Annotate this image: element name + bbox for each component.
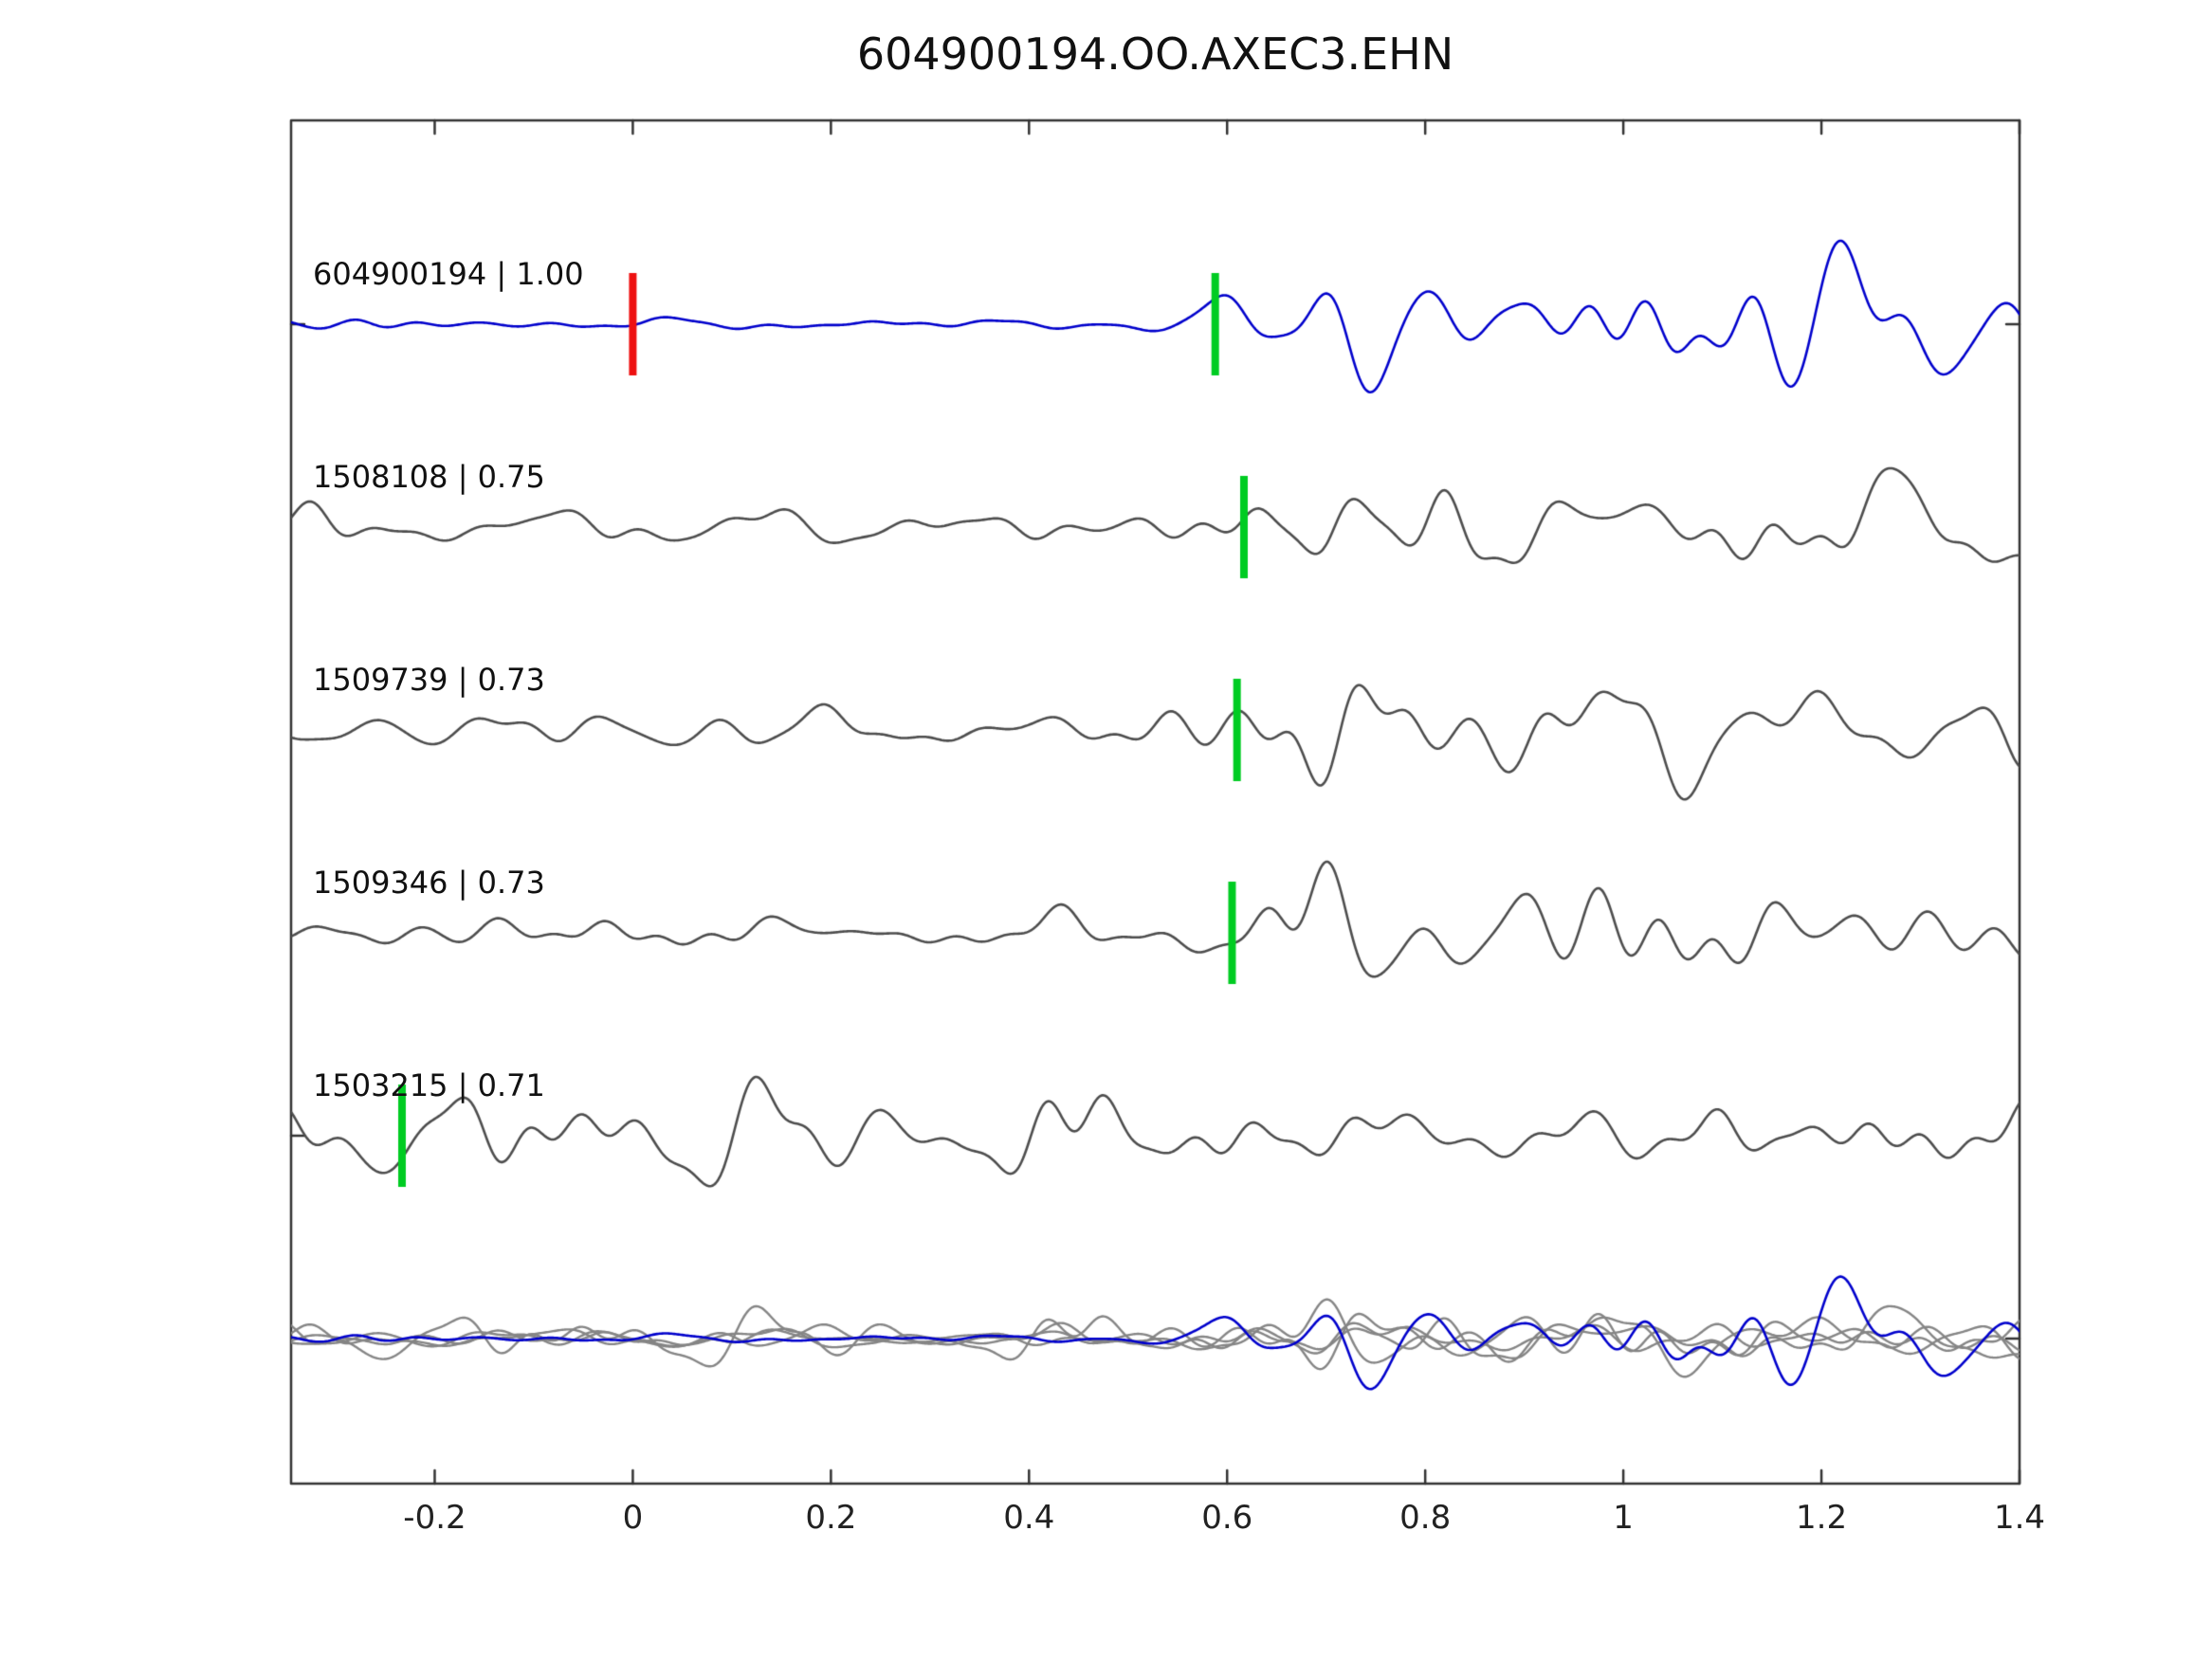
x-tick-label: 0.2 <box>805 1499 857 1537</box>
trace-label-1509739: 1509739 | 0.73 <box>313 662 545 698</box>
x-tick-label: 0.6 <box>1201 1499 1253 1537</box>
x-tick-label: -0.2 <box>403 1499 466 1537</box>
x-tick-label: 1.2 <box>1796 1499 1848 1537</box>
trace-label-1509346: 1509346 | 0.73 <box>313 865 545 901</box>
x-tick-label: 1.4 <box>1993 1499 2046 1537</box>
x-tick-label: 1 <box>1613 1499 1634 1537</box>
trace-label-1508108: 1508108 | 0.75 <box>313 459 545 495</box>
x-tick-label: 0.4 <box>1003 1499 1055 1537</box>
x-tick-label: 0 <box>622 1499 644 1537</box>
x-tick-label: 0.8 <box>1399 1499 1452 1537</box>
trace-label-604900194: 604900194 | 1.00 <box>313 256 584 292</box>
trace-label-1503215: 1503215 | 0.71 <box>313 1067 545 1103</box>
